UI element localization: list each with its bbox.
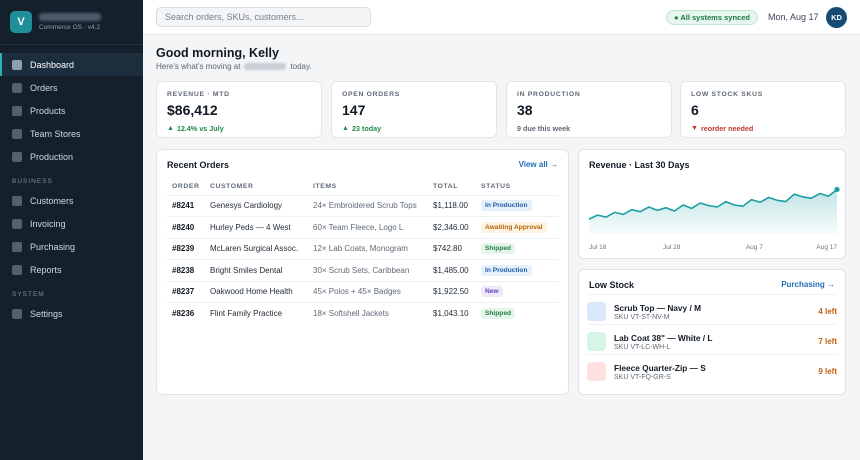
list-item[interactable]: Lab Coat 38" — White / L SKU VT-LC-WH-L … <box>587 324 837 358</box>
view-all-orders-link[interactable]: View all → <box>518 160 558 169</box>
reports-icon <box>12 264 22 275</box>
sidebar-item-invoicing[interactable]: Invoicing <box>0 212 143 235</box>
search-input[interactable] <box>156 7 371 27</box>
orders-icon <box>12 82 22 93</box>
kpi-card-revenue[interactable]: REVENUE · MTD $86,412 ▲ 12.4% vs July <box>156 81 322 138</box>
x-tick-label: Aug 17 <box>816 244 837 251</box>
company-name-redacted <box>244 63 287 70</box>
sidebar-item-purchasing[interactable]: Purchasing <box>0 235 143 258</box>
latest-value-point[interactable] <box>834 186 840 193</box>
low-stock-title: Low Stock <box>589 280 635 290</box>
product-swatch <box>587 302 606 321</box>
trend-down-icon: ▼ <box>691 125 698 132</box>
brand-subtitle: Commerce OS · v4.2 <box>39 24 101 31</box>
sidebar: V Commerce OS · v4.2 Dashboard Orders Pr… <box>0 0 143 460</box>
stock-count: 4 left <box>818 307 837 316</box>
product-swatch <box>587 362 606 381</box>
table-row[interactable]: #8241 Genesys Cardiology 24× Embroidered… <box>167 194 558 217</box>
kpi-card-in-production[interactable]: IN PRODUCTION 38 9 due this week <box>506 81 672 138</box>
sidebar-item-products[interactable]: Products <box>0 99 143 122</box>
column-header-order: ORDER <box>172 182 200 190</box>
recent-orders-title: Recent Orders <box>167 160 230 170</box>
customers-icon <box>12 195 22 206</box>
revenue-area-chart: Jul 18 Jul 28 Aug 7 Aug 17 <box>588 186 840 251</box>
sidebar-item-reports[interactable]: Reports <box>0 258 143 281</box>
low-stock-card: Low Stock Purchasing → Scrub Top — Navy … <box>578 269 846 395</box>
sidebar-item-customers[interactable]: Customers <box>0 189 143 212</box>
top-header: ● All systems synced Mon, Aug 17 KD <box>143 0 860 35</box>
status-badge: In Production <box>481 200 532 212</box>
brand-logo: V <box>10 11 32 33</box>
production-icon <box>12 151 22 162</box>
brand-name-redacted <box>39 13 101 21</box>
kpi-card-low-stock[interactable]: LOW STOCK SKUS 6 ▼ reorder needed <box>680 81 846 138</box>
section-label-system: SYSTEM <box>12 291 45 298</box>
x-tick-label: Jul 18 <box>589 244 607 251</box>
settings-icon <box>12 308 22 319</box>
revenue-series-line <box>588 188 838 220</box>
brand[interactable]: V Commerce OS · v4.2 <box>0 0 143 45</box>
table-row[interactable]: #8236 Flint Family Practice 18× Softshel… <box>167 302 558 324</box>
status-badge: In Production <box>481 264 532 276</box>
column-header-status: STATUS <box>481 182 511 190</box>
sidebar-item-orders[interactable]: Orders <box>0 76 143 99</box>
sidebar-item-dashboard[interactable]: Dashboard <box>0 53 143 76</box>
list-item[interactable]: Scrub Top — Navy / M SKU VT-ST-NV-M 4 le… <box>587 294 837 328</box>
list-item[interactable]: Fleece Quarter-Zip — S SKU VT-FQ-GR-S 9 … <box>587 354 837 388</box>
status-badge: Shipped <box>481 243 516 255</box>
column-header-total: TOTAL <box>433 182 459 190</box>
x-tick-label: Aug 7 <box>746 244 763 251</box>
x-tick-label: Jul 28 <box>663 244 681 251</box>
column-header-items: ITEMS <box>313 182 337 190</box>
section-label-business: BUSINESS <box>12 178 53 185</box>
purchasing-icon <box>12 241 22 252</box>
sync-status-badge: ● All systems synced <box>666 10 758 25</box>
kpi-card-open-orders[interactable]: OPEN ORDERS 147 ▲ 23 today <box>331 81 497 138</box>
products-icon <box>12 105 22 116</box>
page-title: Good morning, Kelly <box>156 46 279 60</box>
purchasing-link[interactable]: Purchasing → <box>781 280 835 289</box>
recent-orders-table: ORDER CUSTOMER ITEMS TOTAL STATUS #8241 … <box>167 178 558 324</box>
table-row[interactable]: #8240 Hurley Peds — 4 West 60× Team Flee… <box>167 216 558 238</box>
revenue-chart-card: Revenue · Last 30 Days Jul 18 Jul 28 Aug 7… <box>578 149 846 259</box>
trend-up-icon: ▲ <box>167 125 174 132</box>
stock-count: 9 left <box>818 367 837 376</box>
header-date: Mon, Aug 17 <box>768 12 819 22</box>
status-badge: Shipped <box>481 308 516 319</box>
product-swatch <box>587 332 606 351</box>
sidebar-item-team-stores[interactable]: Team Stores <box>0 122 143 145</box>
sidebar-item-production[interactable]: Production <box>0 145 143 168</box>
sidebar-item-settings[interactable]: Settings <box>0 302 143 325</box>
greeting-subline: Here's what's moving at today. <box>156 62 312 71</box>
column-header-customer: CUSTOMER <box>210 182 254 190</box>
status-badge: Awaiting Approval <box>481 221 547 233</box>
table-row[interactable]: #8239 McLaren Surgical Assoc. 12× Lab Co… <box>167 237 558 260</box>
invoicing-icon <box>12 218 22 229</box>
chart-title: Revenue · Last 30 Days <box>589 160 690 170</box>
status-badge: New <box>481 286 503 298</box>
team-stores-icon <box>12 128 22 139</box>
user-avatar[interactable]: KD <box>826 7 847 28</box>
dashboard-icon <box>12 59 22 70</box>
table-row[interactable]: #8237 Oakwood Home Health 45× Polos + 45… <box>167 280 558 303</box>
table-row[interactable]: #8238 Bright Smiles Dental 30× Scrub Set… <box>167 259 558 281</box>
stock-count: 7 left <box>818 337 837 346</box>
recent-orders-card: Recent Orders View all → ORDER CUSTOMER … <box>156 149 569 395</box>
trend-up-icon: ▲ <box>342 125 349 132</box>
revenue-area-fill <box>589 189 837 234</box>
